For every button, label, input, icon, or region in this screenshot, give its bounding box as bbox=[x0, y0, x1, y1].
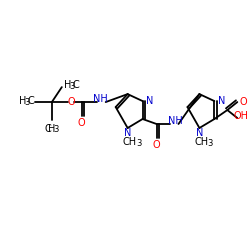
Text: CH: CH bbox=[194, 137, 208, 147]
Text: C: C bbox=[72, 80, 79, 90]
Text: O: O bbox=[153, 140, 160, 150]
Text: N: N bbox=[196, 128, 203, 138]
Text: O: O bbox=[78, 118, 86, 128]
Text: 3: 3 bbox=[136, 140, 141, 148]
Text: O: O bbox=[68, 97, 76, 107]
Text: N: N bbox=[146, 96, 153, 106]
Text: H: H bbox=[64, 80, 72, 90]
Text: 3: 3 bbox=[24, 98, 29, 106]
Text: C: C bbox=[44, 124, 51, 134]
Text: 3: 3 bbox=[69, 82, 74, 90]
Text: H: H bbox=[48, 124, 56, 134]
Text: H: H bbox=[19, 96, 26, 106]
Text: CH: CH bbox=[122, 137, 137, 147]
Text: 3: 3 bbox=[208, 140, 213, 148]
Text: NH: NH bbox=[93, 94, 108, 104]
Text: OH: OH bbox=[234, 111, 249, 121]
Text: NH: NH bbox=[168, 116, 183, 126]
Text: O: O bbox=[240, 97, 247, 107]
Text: N: N bbox=[124, 128, 131, 138]
Text: N: N bbox=[218, 96, 225, 106]
Text: C: C bbox=[28, 96, 34, 106]
Text: 3: 3 bbox=[53, 126, 59, 134]
